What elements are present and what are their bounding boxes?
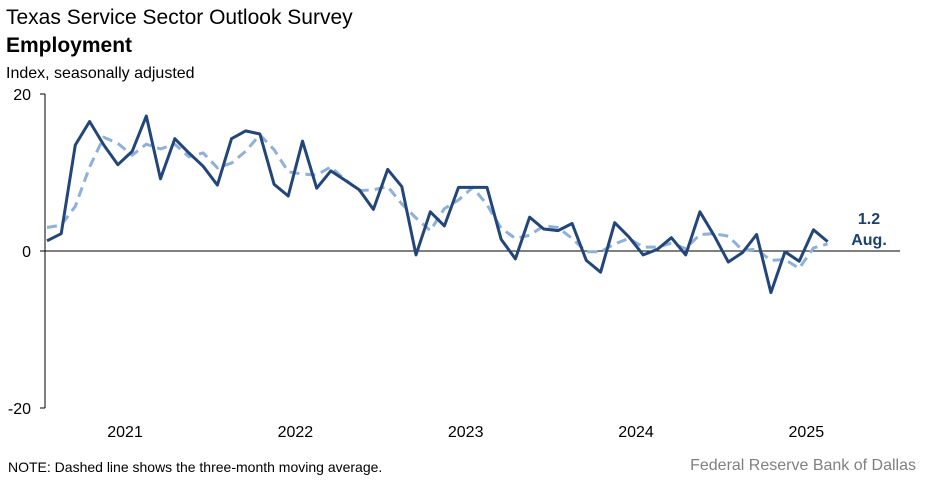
x-tick-label: 2023 bbox=[448, 424, 484, 441]
y-tick-label: -20 bbox=[8, 401, 31, 418]
note: NOTE: Dashed line shows the three-month … bbox=[8, 459, 382, 475]
annotation: Aug. bbox=[851, 232, 887, 249]
x-tick-label: 2025 bbox=[789, 424, 825, 441]
x-tick-label: 2021 bbox=[107, 424, 143, 441]
x-tick-label: 2022 bbox=[278, 424, 314, 441]
y-tick-label: 0 bbox=[22, 244, 31, 261]
source: Federal Reserve Bank of Dallas bbox=[690, 457, 916, 474]
chart-subtitle: Employment bbox=[6, 34, 132, 57]
data-line bbox=[46, 114, 829, 295]
y-axis-label: Index, seasonally adjusted bbox=[6, 65, 195, 82]
chart-title: Texas Service Sector Outlook Survey bbox=[6, 6, 353, 29]
value-label: 1.2 bbox=[858, 211, 880, 228]
x-tick-label: 2024 bbox=[618, 424, 654, 441]
y-tick-label: 20 bbox=[13, 87, 31, 104]
moving-average-line bbox=[46, 133, 829, 270]
